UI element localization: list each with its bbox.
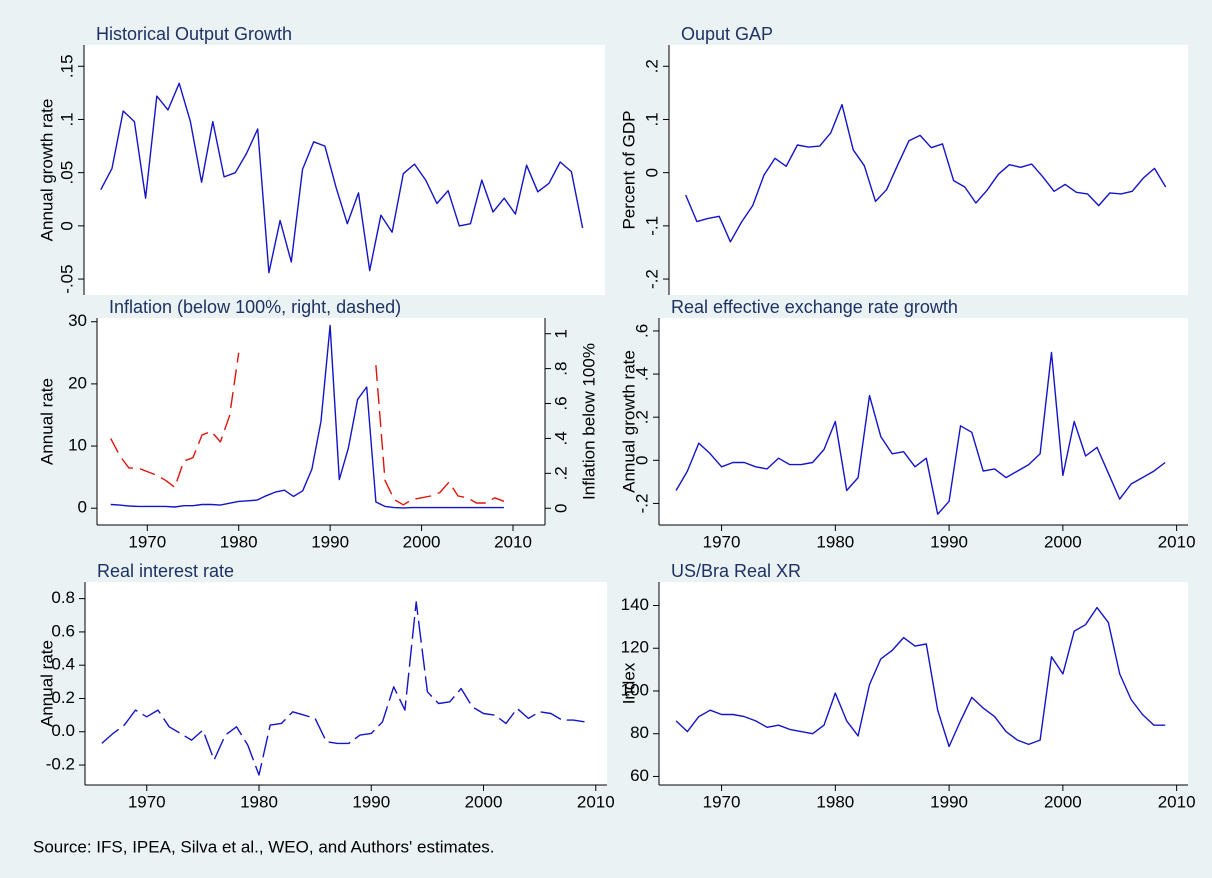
y2-axis-title: Inflation below 100%: [579, 343, 598, 500]
x-tick-label: 1980: [240, 792, 278, 811]
y-tick-label: .4: [632, 367, 651, 381]
data-line: [675, 606, 1166, 748]
y2-tick-label: 1: [551, 329, 570, 338]
x-tick-label: 2000: [1044, 792, 1082, 811]
data-line: [110, 352, 505, 506]
y-tick-label: 80: [630, 723, 649, 742]
y-axis-title: Annual rate: [37, 640, 56, 727]
y-tick-label: 20: [68, 373, 87, 392]
x-tick-label: 2010: [494, 532, 532, 551]
y-axis-title: Index: [619, 662, 638, 704]
x-tick-label: 2010: [1158, 532, 1196, 551]
y-tick-label: .2: [642, 59, 661, 73]
y-tick-label: 0.8: [51, 588, 75, 607]
x-tick-label: 1970: [128, 792, 166, 811]
y-tick-label: -.1: [642, 216, 661, 236]
y-tick-label: 140: [621, 595, 649, 614]
x-tick-label: 1990: [930, 532, 968, 551]
x-tick-label: 1980: [220, 532, 258, 551]
x-tick-label: 1990: [352, 792, 390, 811]
plot-area: [85, 582, 607, 785]
x-tick-label: 1990: [311, 532, 349, 551]
y-tick-label: 60: [630, 766, 649, 785]
x-tick-label: 2000: [403, 532, 441, 551]
y-axis-title: Annual rate: [37, 378, 56, 465]
y-tick-label: 0: [78, 498, 87, 517]
data-line: [101, 601, 585, 776]
panel-title: Ouput GAP: [681, 24, 773, 44]
y-tick-label: .05: [57, 161, 76, 185]
x-tick-label: 1970: [703, 532, 741, 551]
y2-tick-label: .8: [551, 362, 570, 376]
x-tick-label: 2000: [465, 792, 503, 811]
panel-title: Inflation (below 100%, right, dashed): [109, 297, 401, 317]
y-axis-title: Annual growth rate: [619, 350, 638, 493]
y2-tick-label: .6: [551, 396, 570, 410]
y-tick-label: -.2: [632, 494, 651, 514]
y-tick-label: 0.6: [51, 621, 75, 640]
data-line: [110, 324, 504, 509]
y-tick-label: .2: [632, 410, 651, 424]
plot-area: [659, 582, 1188, 785]
y2-tick-label: .4: [551, 431, 570, 445]
y-tick-label: 10: [68, 436, 87, 455]
y-tick-label: -0.2: [46, 755, 75, 774]
y-tick-label: 120: [621, 638, 649, 657]
source-note: Source: IFS, IPEA, Silva et al., WEO, an…: [33, 837, 495, 856]
y-tick-label: -.2: [642, 269, 661, 289]
plot-area: [659, 318, 1188, 525]
x-tick-label: 2010: [1158, 792, 1196, 811]
y-tick-label: .1: [57, 112, 76, 126]
x-tick-label: 1990: [930, 792, 968, 811]
data-line: [675, 351, 1166, 515]
x-tick-label: 2010: [577, 792, 615, 811]
y-axis-title: Percent of GDP: [619, 110, 638, 229]
panel-title: Historical Output Growth: [96, 24, 292, 44]
y-tick-label: 0.4: [51, 655, 75, 674]
y2-tick-label: .2: [551, 466, 570, 480]
data-line: [100, 82, 584, 274]
y-tick-label: 100: [621, 680, 649, 699]
x-tick-label: 1980: [816, 792, 854, 811]
y2-tick-label: 0: [551, 504, 570, 513]
x-tick-label: 2000: [1044, 532, 1082, 551]
x-tick-label: 1970: [128, 532, 166, 551]
y-tick-label: .1: [642, 112, 661, 126]
panel-title: Real effective exchange rate growth: [671, 297, 958, 317]
y-tick-label: 0: [57, 221, 76, 230]
y-tick-label: .15: [57, 54, 76, 78]
y-tick-label: .6: [632, 324, 651, 338]
y-tick-label: 30: [68, 311, 87, 330]
y-tick-label: 0: [642, 168, 661, 177]
y-tick-label: -.05: [57, 264, 76, 293]
plot-area: [669, 45, 1188, 295]
y-tick-label: 0.0: [51, 721, 75, 740]
panel-title: US/Bra Real XR: [671, 561, 801, 581]
x-tick-label: 1980: [816, 532, 854, 551]
x-tick-label: 1970: [703, 792, 741, 811]
y-axis-title: Annual growth rate: [37, 99, 56, 242]
y-tick-label: 0.2: [51, 688, 75, 707]
panel-title: Real interest rate: [97, 561, 234, 581]
y-tick-label: 0: [632, 456, 651, 465]
data-line: [685, 103, 1167, 243]
plot-area: [84, 45, 605, 295]
